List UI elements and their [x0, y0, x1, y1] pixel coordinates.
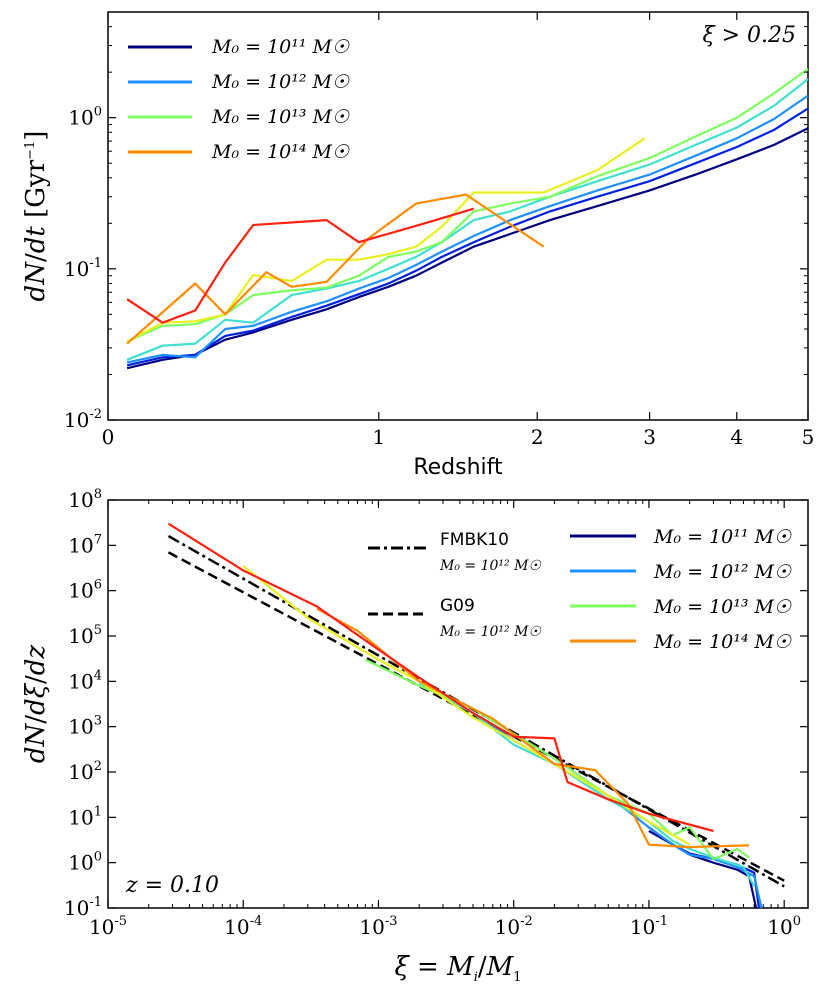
bottom-x-tick-label: 100 — [767, 914, 801, 939]
bottom-model-legend: FMBK10 M₀ = 10¹² M☉ G09 M₀ = 10¹² M☉ — [368, 530, 542, 640]
top-panel: 0 1 2 3 4 5 10-2 10-1 100 Redshift dN/dt [Gyr−1… — [21, 11, 815, 480]
top-plot-frame — [107, 11, 809, 421]
bottom-x-tick-label: 10-2 — [495, 914, 533, 939]
bottom-panel: 10-5 10-4 10-3 10-2 10-1 100 10-1 100 101 102 103… — [21, 487, 809, 985]
bottom-x-tick-label: 10-4 — [224, 914, 262, 939]
bottom-y-tick-label: 100 — [68, 850, 102, 875]
top-x-ticks: 0 1 2 3 4 5 — [102, 12, 815, 449]
top-legend-label: M₀ = 10¹² M☉ — [211, 71, 350, 93]
bottom-series-line-mid4 — [167, 522, 714, 833]
top-x-tick-label: 4 — [730, 425, 743, 449]
top-annotation: ξ > 0.25 — [702, 23, 796, 48]
top-series-line-mid1 — [126, 107, 809, 367]
bottom-y-tick-label: 108 — [68, 487, 102, 512]
bottom-series-line-mid3 — [242, 565, 691, 846]
bottom-y-tick-label: 106 — [68, 578, 102, 603]
bottom-y-tick-label: 107 — [68, 532, 102, 557]
top-series-group — [126, 68, 809, 370]
top-x-tick-label: 2 — [531, 425, 544, 449]
bottom-x-axis-label: ξ = Mi/M1 — [394, 952, 521, 985]
bottom-legend: M₀ = 10¹¹ M☉ M₀ = 10¹² M☉ M₀ = 10¹³ M☉ M₀ =… — [570, 526, 792, 653]
top-x-tick-label: 3 — [643, 425, 656, 449]
bottom-y-tick-label: 104 — [68, 668, 102, 693]
bottom-y-tick-label: 102 — [68, 759, 102, 784]
top-series-line-mid4 — [126, 207, 475, 324]
bottom-legend-label: M₀ = 10¹³ M☉ — [653, 596, 792, 618]
top-legend-label: M₀ = 10¹¹ M☉ — [211, 36, 350, 58]
top-legend-label: M₀ = 10¹³ M☉ — [211, 106, 350, 128]
bottom-model-legend-sublabel: M₀ = 10¹² M☉ — [439, 558, 542, 574]
bottom-y-tick-label: 105 — [68, 623, 102, 648]
top-y-tick-label: 100 — [68, 105, 102, 130]
bottom-x-tick-label: 10-1 — [630, 914, 668, 939]
top-legend: M₀ = 10¹¹ M☉ M₀ = 10¹² M☉ M₀ = 10¹³ M☉ M₀ =… — [128, 36, 350, 163]
top-legend-label: M₀ = 10¹⁴ M☉ — [211, 141, 350, 163]
bottom-annotation: z = 0.10 — [125, 873, 219, 898]
top-y-tick-label: 10-1 — [64, 256, 102, 281]
bottom-y-axis-label: dN/dξ/dz — [21, 645, 51, 764]
top-x-tick-label: 0 — [102, 425, 115, 449]
bottom-legend-label: M₀ = 10¹⁴ M☉ — [653, 631, 792, 653]
bottom-model-legend-label: G09 — [440, 596, 475, 616]
top-series-line-1e11 — [126, 127, 809, 370]
bottom-series-group — [167, 522, 763, 909]
bottom-x-tick-label: 10-5 — [89, 914, 127, 939]
top-y-axis-label: dN/dt [Gyr−1] — [21, 131, 51, 302]
bottom-legend-label: M₀ = 10¹¹ M☉ — [653, 526, 792, 548]
bottom-y-tick-label: 103 — [68, 714, 102, 739]
top-x-axis-label: Redshift — [413, 455, 503, 480]
bottom-model-legend-label: FMBK10 — [440, 530, 509, 550]
top-y-tick-label: 10-2 — [64, 407, 102, 432]
top-y-ticks: 10-2 10-1 100 — [64, 11, 808, 432]
top-series-line-1e14 — [126, 193, 545, 345]
top-x-tick-label: 1 — [372, 425, 385, 449]
bottom-model-legend-sublabel: M₀ = 10¹² M☉ — [439, 624, 542, 640]
bottom-y-tick-label: 10-1 — [64, 895, 102, 920]
top-x-tick-label: 5 — [802, 425, 815, 449]
bottom-y-tick-label: 101 — [68, 804, 102, 829]
bottom-x-tick-label: 10-3 — [359, 914, 397, 939]
top-series-line-1e12 — [126, 94, 809, 364]
bottom-y-ticks: 10-1 100 101 102 103 104 105 106 107 108 — [64, 487, 808, 920]
bottom-x-ticks: 10-5 10-4 10-3 10-2 10-1 100 — [89, 500, 801, 939]
top-series-line-mid2 — [126, 78, 809, 361]
top-series-line-mid3 — [126, 137, 646, 343]
bottom-legend-label: M₀ = 10¹² M☉ — [653, 561, 792, 583]
